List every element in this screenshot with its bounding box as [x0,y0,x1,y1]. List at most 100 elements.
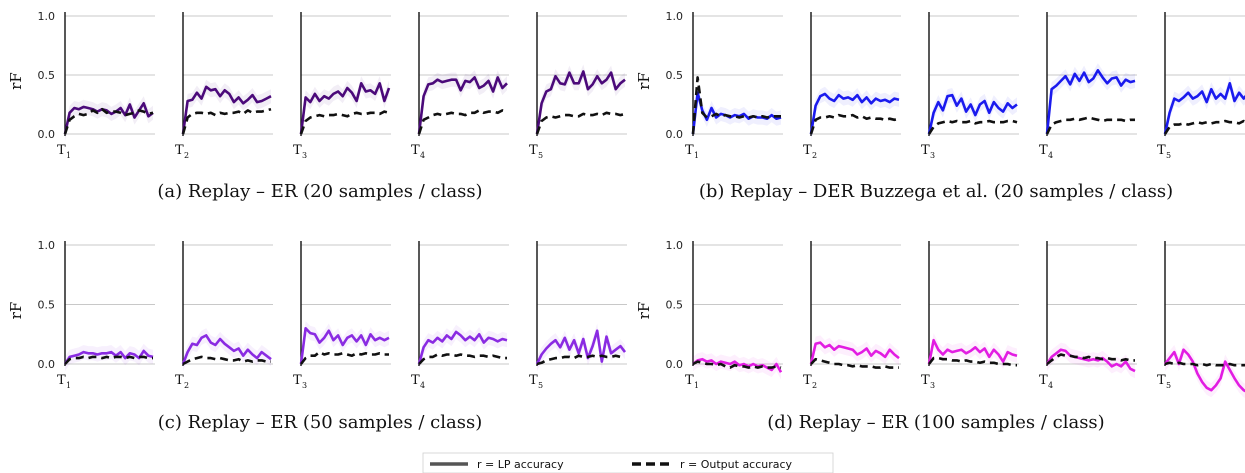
task-label: T [293,373,302,388]
lp-accuracy-line [1045,348,1136,373]
task-label-subscript: 4 [1048,381,1053,390]
output-accuracy-line [299,110,390,135]
task-label-subscript: 5 [538,381,543,390]
task-label: T [1157,143,1166,158]
lp-confidence-band [1165,76,1245,142]
lp-accuracy-line [181,85,272,135]
lp-accuracy-line [299,82,391,135]
lp-accuracy-line [417,330,508,365]
panel-caption: (b) Replay – DER Buzzega et al. (20 samp… [699,181,1173,202]
output-accuracy-line [181,107,272,135]
task-label: T [921,143,930,158]
task-label-subscript: 1 [694,381,699,390]
y-axis-label: rF [7,302,25,320]
task-label: T [57,143,66,158]
y-tick-label: 0.0 [38,128,56,141]
task-label-subscript: 2 [184,151,189,160]
y-tick-label: 1.0 [38,239,56,252]
task-label: T [803,143,812,158]
panel-caption: (d) Replay – ER (100 samples / class) [767,412,1104,433]
y-tick-label: 0.5 [38,299,56,312]
task-label: T [175,373,184,388]
output-accuracy-line [536,354,625,366]
output-accuracy-line [418,353,507,365]
lp-confidence-band [183,328,271,372]
legend-box [422,452,834,473]
output-accuracy-line [417,109,508,135]
legend-out-label: r = Output accuracy [680,458,793,471]
task-label: T [411,373,420,388]
task-label-subscript: 1 [66,381,71,390]
lp-confidence-band [419,324,507,372]
lp-accuracy-line [809,341,900,365]
y-tick-label: 0.5 [38,69,56,82]
y-axis-label: rF [7,72,25,90]
lp-confidence-band [693,85,781,142]
task-label: T [1039,143,1048,158]
task-label-subscript: 3 [930,381,935,390]
y-tick-label: 1.0 [666,239,684,252]
task-label: T [175,143,184,158]
task-label: T [685,143,694,158]
task-label-subscript: 5 [1166,151,1171,160]
output-accuracy-line [927,356,1017,367]
lp-accuracy-line [63,349,154,365]
y-tick-label: 1.0 [38,10,56,23]
lp-confidence-band [419,70,507,142]
task-label: T [685,373,694,388]
lp-accuracy-line [181,334,272,365]
task-label-subscript: 3 [302,151,307,160]
output-accuracy-line [927,119,1018,135]
task-label: T [1039,373,1048,388]
lp-confidence-band [1165,342,1245,398]
task-label-subscript: 5 [1166,381,1171,390]
output-accuracy-line [299,350,389,365]
lp-accuracy-line [809,92,900,135]
task-label-subscript: 4 [420,151,425,160]
output-accuracy-line [1164,361,1245,367]
y-tick-label: 0.0 [666,128,684,141]
lp-accuracy-line [1163,82,1245,135]
lp-confidence-band [929,88,1017,142]
panel-caption: (c) Replay – ER (50 samples / class) [158,412,483,433]
task-label-subscript: 1 [66,151,71,160]
lp-confidence-band [183,79,271,142]
output-accuracy-line [1046,353,1135,366]
output-accuracy-line [1045,116,1135,135]
task-label: T [411,143,420,158]
lp-accuracy-line [299,327,390,365]
task-label: T [293,143,302,158]
task-label-subscript: 3 [302,381,307,390]
lp-accuracy-line [1045,69,1136,135]
y-axis-label: rF [635,72,653,90]
task-label: T [921,373,930,388]
output-accuracy-line [809,113,900,135]
task-label-subscript: 5 [538,151,543,160]
task-label-subscript: 2 [184,381,189,390]
output-accuracy-line [64,355,153,365]
output-accuracy-line [63,107,154,135]
output-accuracy-line [810,357,899,369]
task-label-subscript: 1 [694,151,699,160]
output-accuracy-line [692,360,782,369]
output-accuracy-line [691,76,781,135]
task-label: T [803,373,812,388]
y-tick-label: 0.0 [38,358,56,371]
y-tick-label: 0.5 [666,69,684,82]
